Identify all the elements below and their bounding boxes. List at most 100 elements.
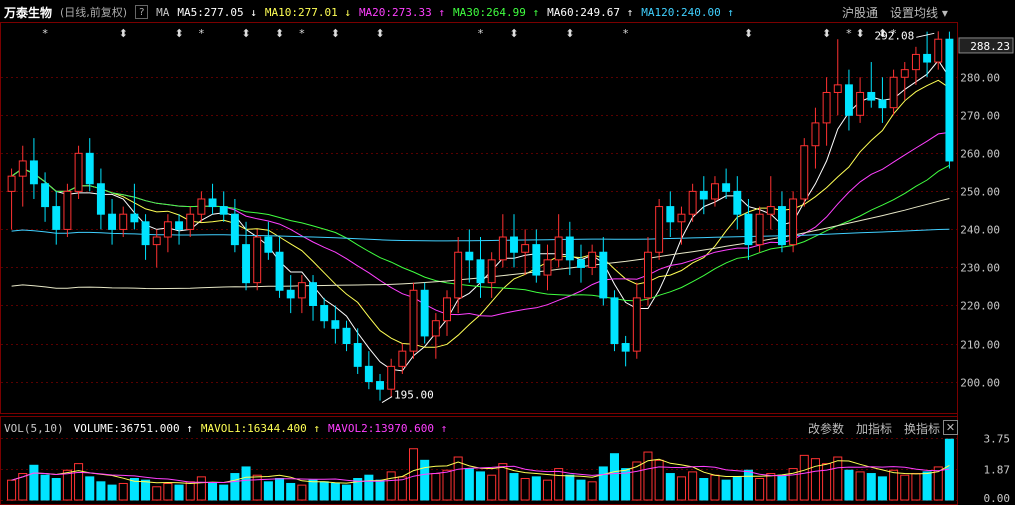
- volume-bar: [18, 473, 28, 501]
- volume-bar: [62, 469, 72, 501]
- candle-body: [353, 343, 362, 367]
- candle-body: [677, 213, 686, 223]
- candle-body: [710, 183, 719, 200]
- help-icon[interactable]: ?: [135, 5, 149, 19]
- candle-body: [699, 190, 708, 200]
- event-marker: ⬍: [565, 27, 574, 40]
- candle-body: [96, 183, 105, 215]
- volume-bar: [475, 471, 486, 501]
- candle-body: [588, 251, 597, 268]
- candle-body: [521, 244, 530, 253]
- candle-body: [755, 213, 764, 246]
- volume-bar: [174, 484, 184, 501]
- volume-bar: [487, 474, 497, 501]
- candle-body: [454, 251, 463, 299]
- volume-value-1: MAVOL1:16344.400 ↑: [200, 421, 321, 435]
- volume-bar: [141, 479, 151, 501]
- volume-bar: [498, 463, 508, 501]
- candle-body: [275, 251, 284, 291]
- volume-tick-label: 3.75: [984, 433, 1011, 446]
- volume-bar: [275, 478, 285, 501]
- candle-body: [543, 259, 552, 276]
- add-indicator-button[interactable]: 加指标: [856, 421, 893, 436]
- volume-bar: [643, 451, 653, 501]
- volume-bar: [252, 474, 262, 501]
- candle-body: [900, 69, 909, 78]
- candle-body: [789, 198, 798, 246]
- event-marker: ⬍: [119, 27, 128, 40]
- volume-bar: [118, 482, 128, 501]
- mavol10-line: [11, 465, 950, 483]
- candle-body: [141, 221, 150, 246]
- candle-body: [510, 236, 518, 253]
- event-marker: ⬍: [878, 27, 887, 40]
- price-right-menu: 沪股通 设置均线 ▾: [830, 4, 948, 20]
- price-tick-label: 200.00: [960, 377, 1000, 390]
- volume-bar: [40, 474, 50, 501]
- volume-bar: [732, 476, 742, 501]
- event-marker: ⬍: [375, 27, 384, 40]
- volume-bar: [799, 454, 809, 501]
- volume-bar: [185, 481, 195, 501]
- switch-indicator-button[interactable]: 换指标: [904, 421, 941, 436]
- volume-bar: [587, 481, 597, 501]
- candle-body: [331, 320, 340, 329]
- close-icon[interactable]: ✕: [943, 420, 958, 435]
- price-tick-label: 260.00: [960, 148, 1000, 161]
- volume-bar: [129, 478, 139, 501]
- price-tick-label: 240.00: [960, 224, 1000, 237]
- price-header: 万泰生物 (日线,前复权) ? MA MA5:277.05 ↓ MA10:277.…: [0, 4, 960, 20]
- volume-bar: [319, 481, 329, 501]
- volume-bar: [464, 468, 474, 501]
- volume-indicator-label: VOL(5,10): [4, 421, 64, 435]
- event-marker: ⬍: [855, 27, 864, 40]
- ma-value-2: MA20:273.33 ↑: [358, 5, 446, 19]
- candle-body: [476, 259, 485, 284]
- event-marker: ⬍: [509, 27, 518, 40]
- event-marker: *: [299, 27, 305, 40]
- edit-params-button[interactable]: 改参数: [808, 421, 845, 436]
- volume-bar: [911, 473, 921, 501]
- candle-body: [889, 76, 898, 109]
- candle-body: [41, 183, 50, 208]
- volume-bar: [688, 471, 698, 501]
- ma-settings-dropdown[interactable]: 设置均线 ▾: [890, 5, 948, 20]
- candle-body: [7, 175, 16, 192]
- candle-body: [387, 365, 396, 390]
- price-tick-label: 270.00: [960, 110, 1000, 123]
- ma10-line: [11, 79, 950, 348]
- candle-body: [644, 251, 652, 299]
- volume-bar: [810, 458, 820, 501]
- candle-body: [29, 160, 38, 185]
- candle-body: [108, 213, 117, 230]
- volume-bar: [933, 466, 943, 501]
- volume-bar: [676, 476, 686, 501]
- volume-bar: [710, 474, 720, 501]
- low-annotation: 195.00: [394, 389, 434, 402]
- volume-bar: [855, 471, 865, 501]
- hk-connect-link[interactable]: 沪股通: [842, 5, 879, 20]
- volume-bar: [74, 463, 84, 501]
- candle-body: [443, 297, 451, 322]
- volume-bar: [520, 478, 530, 501]
- price-tick-label: 250.00: [960, 186, 1000, 199]
- candle-body: [85, 152, 94, 185]
- candle-body: [63, 190, 72, 230]
- candle-body: [431, 320, 440, 337]
- candle-body: [175, 221, 184, 230]
- volume-bar: [330, 482, 340, 501]
- candle-body: [610, 297, 619, 345]
- candle-body: [733, 190, 742, 215]
- low-pointer: [381, 396, 393, 404]
- candle-body: [18, 160, 27, 177]
- candle-body: [766, 206, 775, 215]
- volume-bar: [152, 486, 162, 501]
- ma-value-4: MA60:249.67 ↑: [547, 5, 634, 19]
- volume-bar: [342, 484, 352, 501]
- event-marker: *: [891, 27, 897, 40]
- volume-right-menu: 改参数 加指标 换指标: [796, 420, 940, 436]
- ma-values: MA5:277.05 ↓ MA10:277.01 ↓ MA20:273.33 ↑ MA…: [177, 6, 742, 19]
- event-marker: *: [199, 27, 205, 40]
- candle-body: [208, 198, 217, 208]
- event-marker: *: [478, 27, 484, 40]
